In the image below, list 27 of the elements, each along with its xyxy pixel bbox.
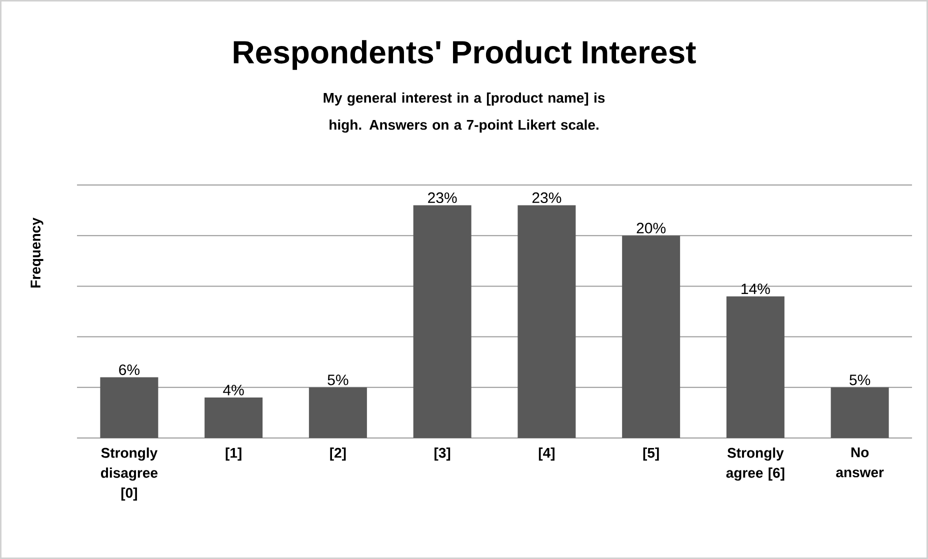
x-tick-label: [2] [330, 448, 346, 461]
data-label: 6% [119, 364, 140, 376]
data-label: 5% [850, 374, 870, 386]
data-label: 14% [742, 284, 770, 294]
bar [830, 387, 889, 438]
x-tick-label: Strongly agree [6] [726, 448, 784, 481]
bar [622, 236, 680, 438]
x-tick-label: [1] [226, 448, 242, 461]
data-label: 4% [223, 384, 244, 396]
bar [518, 205, 576, 438]
x-tick-label: [5] [643, 448, 659, 461]
x-tick-label: [3] [434, 448, 450, 461]
data-label: 20% [636, 222, 666, 234]
bar [726, 296, 784, 438]
data-label: 23% [532, 192, 562, 204]
bar [413, 205, 472, 438]
x-tick-label: Strongly disagree [0] [100, 448, 158, 501]
x-tick-label: [4] [538, 448, 554, 461]
chart-subtitle: My general interest in a [product name] is high. Answers on a 7-point Likert scale. [324, 92, 605, 133]
bar [308, 387, 367, 438]
x-tick-label: No answer [836, 448, 884, 478]
chart-title: Respondents' Product Interest [234, 40, 696, 70]
data-label: 5% [328, 374, 348, 386]
data-label: 23% [428, 192, 457, 204]
bar [204, 398, 263, 438]
bar [100, 377, 158, 438]
y-axis-title: Frequency [30, 218, 44, 288]
